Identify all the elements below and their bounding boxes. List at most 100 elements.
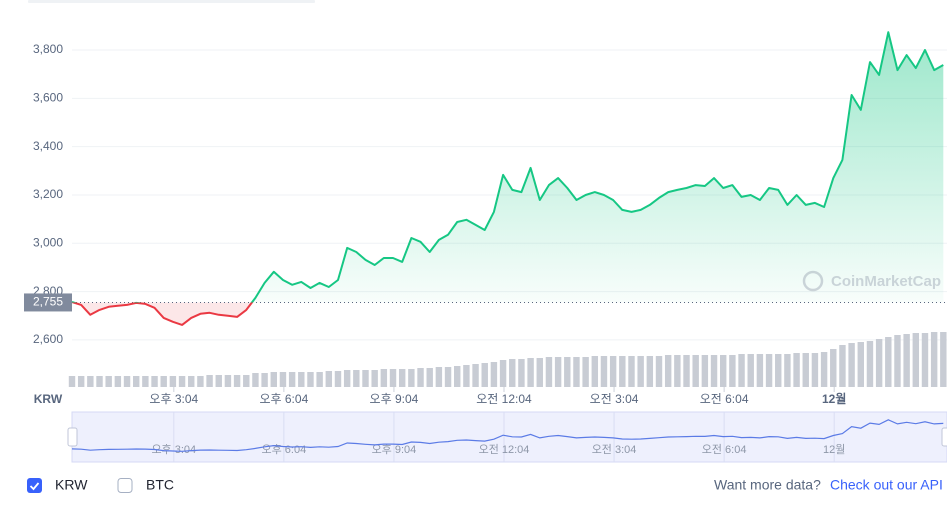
volume-bar <box>775 354 782 387</box>
volume-bar <box>96 376 103 387</box>
x-tick-label: 오전 3:04 <box>590 392 639 406</box>
volume-bar <box>261 373 268 387</box>
volume-bar <box>398 369 406 387</box>
volume-bar <box>298 372 305 387</box>
volume-bar <box>454 366 461 387</box>
navigator-tick-label: 오전 6:04 <box>702 443 747 456</box>
volume-bar <box>444 367 452 387</box>
volume-bar <box>362 370 369 387</box>
volume-bar <box>142 376 149 387</box>
volume-bar <box>114 376 122 387</box>
volume-bar <box>353 370 360 387</box>
volume-bar <box>747 354 754 387</box>
volume-bar <box>573 357 580 387</box>
volume-bar <box>316 372 323 387</box>
volume-bar <box>123 376 131 387</box>
y-tick-label: 2,600 <box>33 332 63 346</box>
volume-bar <box>197 376 204 387</box>
x-tick-label: 오후 9:04 <box>370 392 419 406</box>
watermark-text: CoinMarketCap <box>831 273 941 290</box>
y-tick-label: 3,200 <box>33 187 63 201</box>
volume-bar <box>646 356 654 387</box>
volume-bar <box>169 376 177 387</box>
volume-bar <box>307 372 314 387</box>
volume-bar <box>77 376 85 387</box>
volume-bar <box>389 369 397 387</box>
volume-bar <box>930 332 938 387</box>
volume-bar <box>160 376 167 387</box>
volume-bar <box>417 368 424 387</box>
volume-bar <box>334 371 342 387</box>
volume-bar <box>545 357 553 387</box>
volume-bar <box>408 369 415 387</box>
toggle-btc[interactable]: BTC <box>117 477 174 493</box>
volume-bar <box>224 375 232 387</box>
volume-bar <box>619 356 626 387</box>
toggle-label[interactable]: BTC <box>146 477 174 493</box>
reference-badge <box>24 293 72 312</box>
navigator-handle[interactable] <box>67 427 78 447</box>
volume-bar <box>252 373 259 387</box>
volume-bar <box>820 352 828 387</box>
volume-bar <box>490 362 498 387</box>
volume-bar <box>655 356 663 387</box>
volume-bar <box>536 358 543 387</box>
x-tick-label: 오전 6:04 <box>700 392 749 406</box>
navigator-tick-label: 오전 12:04 <box>479 443 530 456</box>
price-line <box>71 31 944 326</box>
volume-bar <box>857 342 864 387</box>
volume-bar <box>380 369 388 387</box>
volume-bar <box>472 364 479 387</box>
volume-bar <box>87 376 94 387</box>
volume-bar <box>371 370 378 387</box>
volume-bar <box>243 375 250 387</box>
volume-bar <box>664 355 672 387</box>
volume-bar <box>132 376 140 387</box>
navigator-tick-label: 오전 3:04 <box>592 443 637 456</box>
volume-bar <box>206 375 213 387</box>
volume-bar <box>903 334 910 387</box>
watermark: CoinMarketCap <box>802 270 941 292</box>
volume-bar <box>784 354 791 387</box>
checkbox[interactable] <box>27 478 42 493</box>
x-tick-label: 오전 12:04 <box>476 392 532 406</box>
x-axis-label: KRW <box>34 392 63 406</box>
navigator-tick-label: 12월 <box>823 443 845 456</box>
volume-bar <box>921 333 929 387</box>
volume-bar <box>233 375 241 387</box>
volume-bar <box>738 354 745 387</box>
volume-bar <box>683 355 690 387</box>
volume-bar <box>343 370 351 387</box>
checkbox[interactable] <box>117 478 133 493</box>
volume-bar <box>894 335 901 387</box>
volume-bar <box>793 353 800 387</box>
volume-bar <box>426 368 433 387</box>
volume-bar <box>940 332 947 387</box>
volume-bar <box>215 375 222 387</box>
volume-bar <box>830 349 837 387</box>
volume-bar <box>637 356 644 387</box>
volume-bar <box>188 376 195 387</box>
volume-bar <box>105 376 112 387</box>
volume-bar <box>325 371 333 387</box>
price-area <box>72 32 944 325</box>
x-tick-label: 오후 3:04 <box>149 392 198 406</box>
volume-bar <box>765 354 773 387</box>
y-tick-label: 3,400 <box>33 139 63 153</box>
navigator-line <box>71 419 944 452</box>
x-tick-label: 12월 <box>822 391 846 406</box>
volume-bar <box>628 356 635 387</box>
toggle-label[interactable]: KRW <box>55 477 88 493</box>
volume-bar <box>564 357 571 387</box>
navigator-handle[interactable] <box>941 427 947 447</box>
volume-bar <box>811 353 819 387</box>
toggle-krw[interactable]: KRW <box>27 477 88 493</box>
api-link[interactable]: Check out our API <box>830 477 943 493</box>
volume-bar <box>591 356 599 387</box>
volume-bar <box>270 372 277 387</box>
volume-bar <box>582 357 589 387</box>
volume-bar <box>68 376 76 387</box>
volume-bar <box>178 376 186 387</box>
volume-bar <box>554 357 562 387</box>
